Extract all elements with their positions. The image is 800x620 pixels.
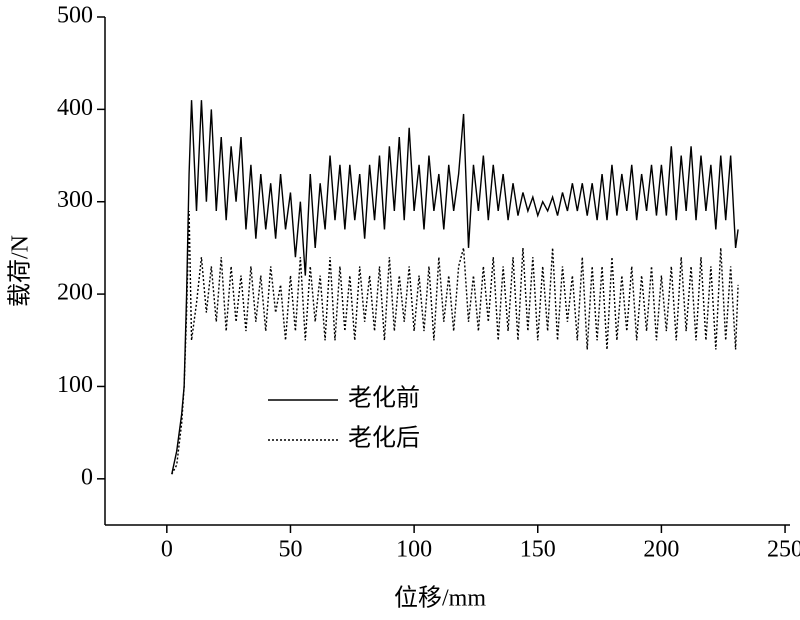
x-tick-label: 200: [643, 537, 679, 563]
series-line: [171, 100, 739, 475]
series-line: [171, 210, 739, 475]
legend-label: 老化前: [348, 385, 420, 412]
x-tick-label: 250: [767, 537, 800, 563]
y-tick-label: 200: [57, 280, 93, 306]
y-axis-label: 载荷/N: [7, 235, 34, 307]
y-tick-label: 400: [57, 95, 93, 121]
x-tick-label: 150: [520, 537, 556, 563]
x-tick-label: 0: [161, 537, 173, 563]
y-tick-label: 100: [57, 372, 93, 398]
x-axis-label: 位移/mm: [394, 585, 486, 612]
y-tick-label: 0: [81, 464, 93, 490]
x-tick-label: 100: [396, 537, 432, 563]
x-tick-label: 50: [278, 537, 302, 563]
legend-label: 老化后: [348, 425, 420, 452]
y-tick-label: 500: [57, 3, 93, 29]
y-tick-label: 300: [57, 187, 93, 213]
